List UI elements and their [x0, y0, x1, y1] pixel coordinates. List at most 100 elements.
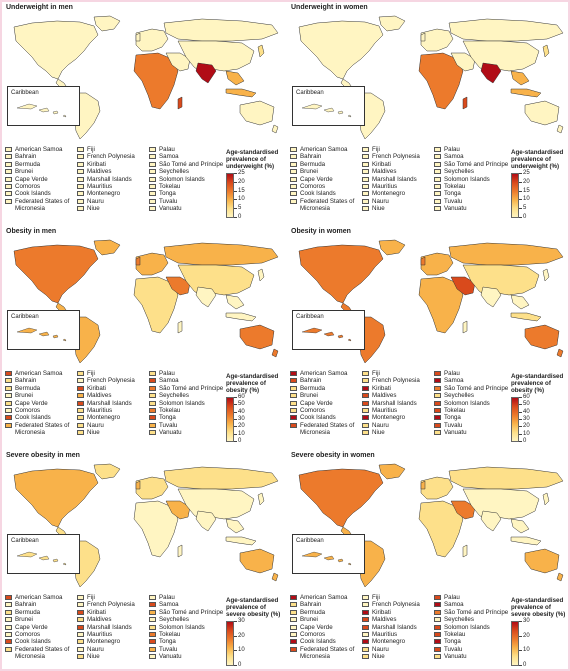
legend-label: São Tomé and Príncipe	[444, 608, 509, 616]
legend-label: Tuvalu	[159, 197, 178, 205]
colorbar-tick-label: 0	[523, 438, 527, 444]
region-middleEast	[450, 276, 476, 296]
region-uk	[135, 32, 141, 42]
legend-label: Comoros	[15, 631, 41, 638]
legend-label: Maldives	[372, 392, 397, 400]
legend-swatch	[290, 632, 297, 637]
colorbar-tick-label: 10	[238, 196, 245, 203]
legend-label: São Tomé and Príncipe	[159, 608, 224, 616]
legend-swatch	[362, 154, 369, 160]
legend-label: Brunei	[15, 168, 33, 176]
legend-swatch	[149, 169, 156, 175]
legend-swatch	[149, 198, 156, 204]
legend-swatch	[77, 206, 84, 212]
legend-label: Nauru	[87, 645, 104, 653]
region-russia	[448, 18, 564, 42]
legend-swatch	[362, 161, 369, 167]
colorbar-tick-mark	[519, 665, 522, 666]
legend-swatch	[149, 371, 156, 376]
region-greenland	[93, 15, 121, 32]
legend-swatch	[77, 646, 84, 652]
legend-swatch	[149, 422, 156, 428]
region-russia	[448, 466, 564, 490]
region-europe	[135, 252, 169, 276]
legend-label: French Polynesia	[372, 601, 420, 609]
colorbar-tick-label: 40	[523, 408, 530, 415]
legend-label: French Polynesia	[87, 153, 135, 161]
region-greenland	[378, 15, 406, 32]
legend-swatch	[77, 400, 84, 406]
region-greenland	[378, 463, 406, 480]
legend-label: Seychelles	[444, 392, 474, 400]
legend-label: Federated States of Micronesia	[15, 645, 70, 660]
legend-label: São Tomé and Príncipe	[444, 384, 509, 392]
legend-label: Maldives	[372, 168, 397, 176]
colorbar-tick-label: 20	[238, 423, 245, 430]
legend-label: Tonga	[444, 190, 461, 198]
legend-swatch	[149, 602, 156, 608]
region-asia	[462, 488, 540, 522]
legend-swatch	[77, 385, 84, 391]
legend-label: São Tomé and Príncipe	[159, 384, 224, 392]
world-map	[13, 15, 279, 140]
country-legend: American Samoa Bahrain Bermuda Brunei Cape V…	[5, 594, 281, 668]
region-russia	[163, 18, 279, 42]
colorbar-tick-mark	[234, 621, 237, 622]
region-northAmerica	[298, 244, 384, 304]
legend-swatch	[149, 147, 156, 152]
legend-swatch	[5, 609, 12, 615]
region-europe	[420, 28, 454, 52]
legend-label: Tuvalu	[444, 421, 463, 429]
region-uk	[420, 256, 426, 266]
legend-swatch	[5, 385, 12, 391]
legend-swatch	[362, 595, 369, 600]
legend-swatch	[290, 385, 297, 391]
legend-swatch	[362, 602, 369, 608]
legend-label: Palau	[444, 370, 460, 377]
legend-label: Bahrain	[15, 153, 37, 161]
legend-swatch	[434, 371, 441, 376]
legend-label: Fiji	[87, 146, 95, 153]
legend-label: Brunei	[300, 616, 318, 624]
legend-label: Vanuatu	[159, 205, 182, 213]
legend-swatch	[362, 422, 369, 428]
region-australia	[239, 100, 275, 126]
legend-label: Cape Verde	[300, 399, 333, 407]
colorbar-tick-label: 50	[238, 401, 245, 408]
colorbar	[511, 397, 519, 442]
colorbar-tick-mark	[234, 426, 237, 427]
region-europe	[420, 252, 454, 276]
legend-swatch	[149, 639, 156, 645]
region-northAmerica	[13, 468, 99, 528]
colorbar-title: Age-standardised prevalence of severe ob…	[511, 597, 566, 619]
legend-label: Tokelau	[444, 183, 466, 190]
region-indonesia	[510, 312, 542, 322]
map-panel: Obesity in women Caribbean American Samoa B…	[287, 226, 568, 444]
legend-swatch	[77, 617, 84, 623]
legend-swatch	[149, 154, 156, 160]
legend-label: Vanuatu	[444, 205, 467, 213]
country-legend: American Samoa Bahrain Bermuda Brunei Cape V…	[290, 146, 566, 220]
legend-swatch	[290, 408, 297, 413]
legend-label: Mauritius	[372, 631, 398, 638]
legend-swatch	[149, 378, 156, 384]
colorbar-tick-mark	[234, 650, 237, 651]
caribbean-inset: Caribbean	[292, 310, 365, 350]
region-indonesia	[510, 536, 542, 546]
map-panel: Underweight in women Caribbean American Sa…	[287, 2, 568, 220]
region-greenland	[378, 239, 406, 256]
colorbar-tick-mark	[519, 635, 522, 637]
colorbar-title: Age-standardised prevalence of underweig…	[511, 149, 564, 171]
legend-label: Tonga	[444, 638, 461, 646]
colorbar-tick-label: 10	[238, 430, 245, 437]
colorbar	[226, 173, 234, 218]
legend-swatch	[434, 632, 441, 637]
legend-swatch	[434, 609, 441, 615]
legend-swatch	[290, 191, 297, 197]
world-map	[298, 15, 564, 140]
legend-swatch	[434, 385, 441, 391]
legend-swatch	[149, 393, 156, 399]
legend-swatch	[434, 206, 441, 212]
caribbean-inset-label: Caribbean	[296, 538, 324, 544]
legend-label: Palau	[159, 370, 175, 377]
